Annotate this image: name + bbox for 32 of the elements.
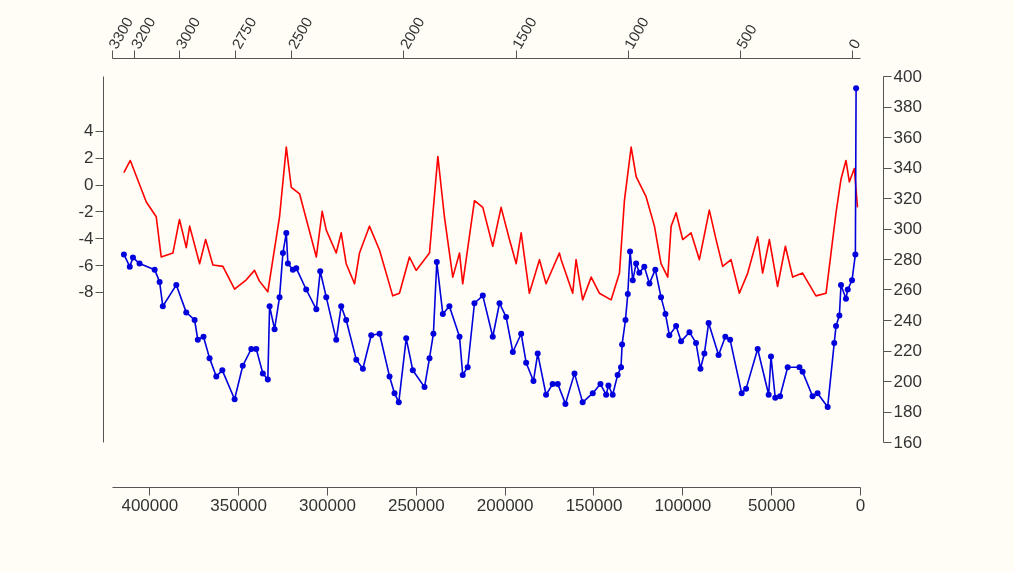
y2-tick-label: 340	[893, 158, 922, 177]
y-tick-label: 2	[84, 148, 94, 168]
y-tick-label: 0	[84, 175, 94, 195]
x-tick-label: 300000	[299, 495, 356, 515]
y2-tick-label: 220	[893, 341, 922, 360]
y2-tick-label: 280	[893, 249, 922, 269]
x-tick-label: 350000	[210, 495, 268, 515]
y2-tick-label: 400	[893, 66, 922, 86]
x-tick-label: 150000	[565, 495, 623, 515]
x-tick-label: 50000	[748, 495, 796, 515]
x-tick-label: 200000	[476, 495, 534, 515]
y2-tick-label: 240	[893, 310, 922, 330]
y-tick-label: -4	[78, 228, 94, 248]
line-series	[123, 146, 859, 301]
y-tick-label: -8	[78, 282, 94, 302]
y-tick-label: 4	[84, 121, 94, 141]
y2-tick-label: 200	[893, 371, 922, 391]
x2-tick-label: 0	[844, 35, 864, 52]
x-tick-label: 250000	[387, 495, 445, 515]
y2-tick-label: 160	[893, 432, 922, 452]
y2-tick-label: 380	[893, 97, 922, 116]
y2-tick-label: 300	[893, 219, 922, 238]
x2-tick-label: 500	[732, 21, 760, 52]
y2-tick-label: 360	[893, 127, 922, 147]
y-tick-label: -6	[78, 255, 94, 275]
y2-tick-label: 260	[893, 280, 922, 299]
x-tick-label: 0	[855, 495, 866, 515]
y2-tick-label: 320	[893, 188, 922, 208]
y2-tick-label: 180	[893, 402, 922, 421]
x-tick-label: 100000	[654, 495, 712, 515]
y-tick-label: -2	[78, 201, 94, 221]
x-tick-label: 400000	[121, 495, 179, 515]
